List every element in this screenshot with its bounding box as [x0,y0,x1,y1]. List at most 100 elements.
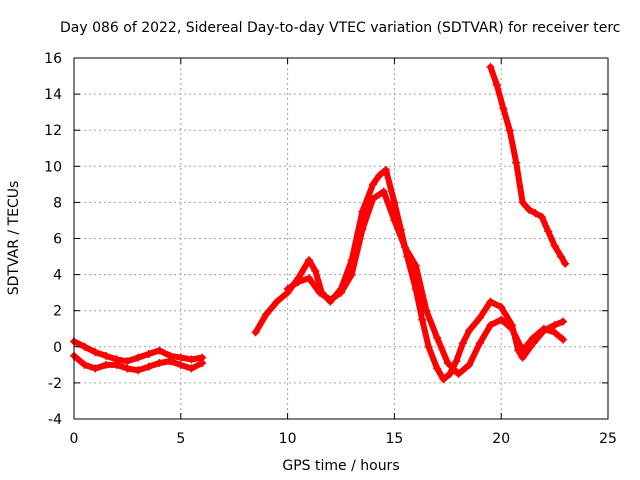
data-point [433,333,442,342]
data-point [176,360,185,369]
data-point [358,207,367,216]
data-point [550,328,559,337]
data-point [497,303,506,312]
data-point [304,274,313,283]
data-point [134,353,143,362]
data-point [123,357,132,366]
data-point [187,364,196,373]
data-point [465,326,474,335]
data-point [424,342,433,351]
data-point [433,364,442,373]
data-point [524,205,533,214]
data-point [379,187,388,196]
data-point [411,261,420,270]
y-tick-label: 4 [53,268,62,284]
data-point [559,335,568,344]
data-point [486,63,495,72]
data-point [283,285,292,294]
series-layer [70,63,570,384]
data-point [531,209,540,218]
y-tick-label: -4 [48,412,62,428]
data-point [326,295,335,304]
data-point [166,357,175,366]
data-point [369,194,378,203]
data-point [550,321,559,330]
data-point [445,369,454,378]
data-point [251,328,260,337]
data-point [507,324,516,333]
data-point [499,104,508,113]
data-point [458,339,467,348]
y-tick-label: 10 [44,159,62,175]
y-tick-label: -2 [48,376,62,392]
chart-title: Day 086 of 2022, Sidereal Day-to-day VTE… [60,20,620,36]
data-point [304,256,313,265]
data-point [272,297,281,306]
data-point [311,266,320,275]
data-point [537,212,546,221]
data-point [497,315,506,324]
data-point [390,198,399,207]
data-point [486,321,495,330]
data-point [422,306,431,315]
tick-layer: 0 5 10 15 20 25 -4 -2 0 2 4 6 8 10 12 14 16 [44,51,617,447]
data-point [561,259,570,268]
data-point [518,198,527,207]
data-point [454,369,463,378]
x-axis-label: GPS time / hours [282,458,399,474]
data-point [358,225,367,234]
x-tick-label: 20 [492,431,510,447]
y-tick-label: 2 [53,304,62,320]
data-point [486,297,495,306]
data-point [518,353,527,362]
y-tick-label: 6 [53,232,62,248]
data-point [315,288,324,297]
data-point [369,180,378,189]
data-point [452,357,461,366]
data-point [294,277,303,286]
data-point [544,227,553,236]
data-point [550,241,559,250]
data-point [559,317,568,326]
data-point [91,364,100,373]
data-point [375,171,384,180]
y-tick-label: 14 [44,87,62,103]
data-point [518,346,527,355]
series-line-band-e [487,64,569,267]
data-point [465,360,474,369]
data-point [102,360,111,369]
data-point [112,360,121,369]
data-point [557,252,566,261]
x-tick-label: 15 [385,431,403,447]
x-tick-label: 5 [176,431,185,447]
data-point [155,346,164,355]
data-point [381,165,390,174]
data-point [390,216,399,225]
y-tick-label: 0 [53,340,62,356]
data-point [401,243,410,252]
data-point [418,315,427,324]
data-point [262,310,271,319]
data-point [439,375,448,384]
data-point [134,366,143,375]
data-point [155,359,164,368]
data-point [443,359,452,368]
data-point [492,81,501,90]
data-point [505,126,514,135]
data-point [512,158,521,167]
x-tick-label: 25 [599,431,617,447]
data-point [475,339,484,348]
data-point [144,362,153,371]
data-point [475,313,484,322]
data-point [198,359,207,368]
y-tick-label: 12 [44,123,62,139]
data-point [529,333,538,342]
data-point [337,288,345,297]
data-point [347,270,356,279]
y-axis-label: SDTVAR / TECUs [6,181,22,296]
data-point [176,353,185,362]
data-point [80,360,89,369]
y-tick-label: 16 [44,51,62,67]
